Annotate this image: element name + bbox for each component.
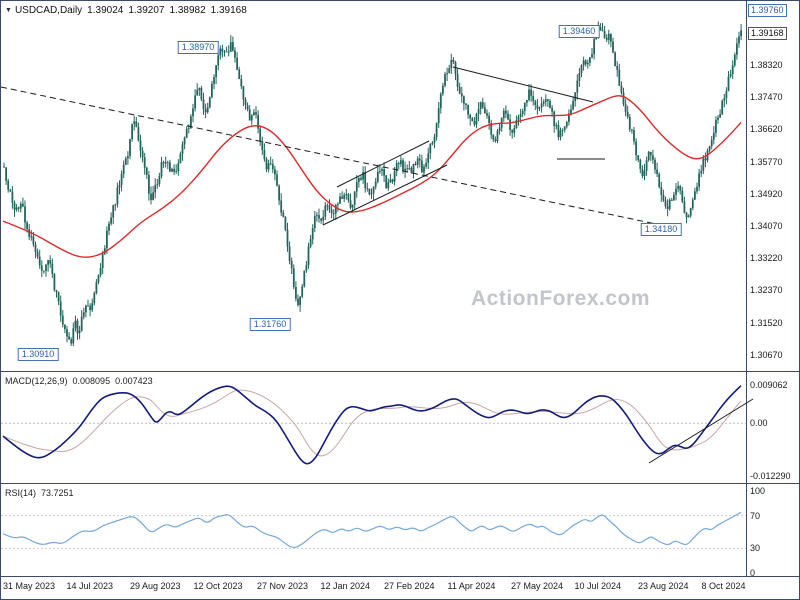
trendlines [1,66,657,226]
candlesticks [3,21,742,347]
macd-lines [1,385,754,465]
rsi-line [1,511,746,549]
panel-frame [1,1,799,577]
moving-average-line [2,95,742,258]
watermark: ActionForex.com [471,287,651,310]
